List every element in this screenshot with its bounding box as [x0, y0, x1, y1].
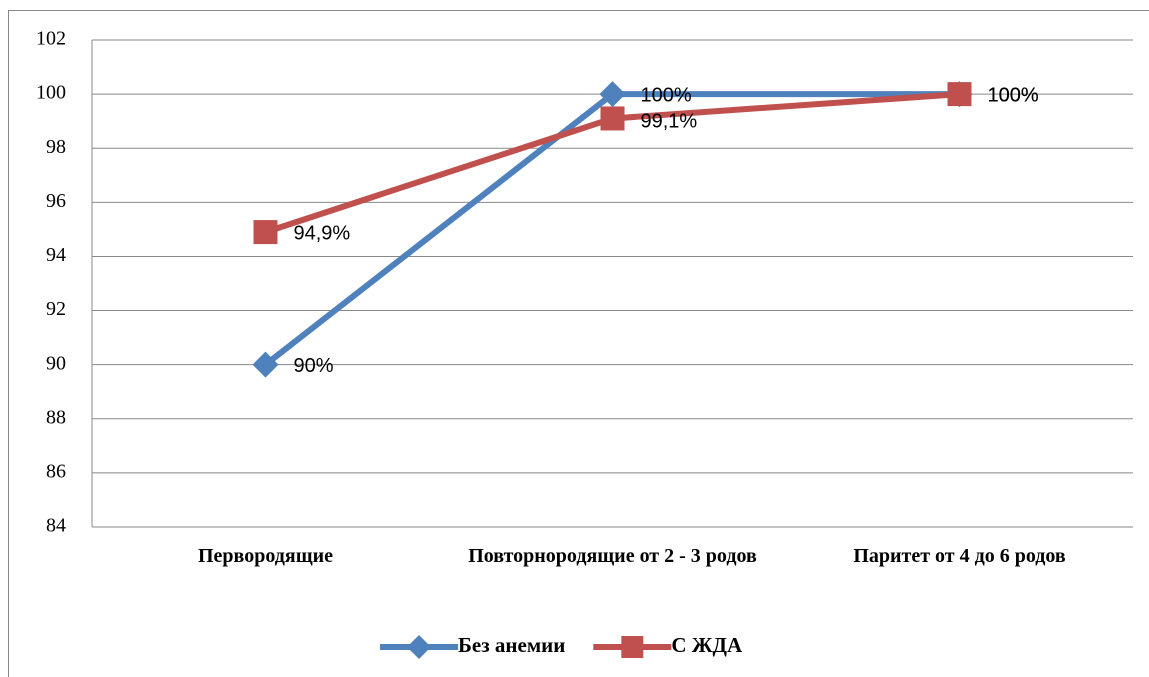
data-label: 100%	[988, 84, 1039, 106]
data-label: 100%	[641, 84, 692, 106]
y-tick-label: 86	[46, 460, 66, 482]
chart-border	[8, 10, 1149, 677]
x-tick-label: Повторнородящие от 2 - 3 родов	[468, 545, 757, 567]
y-tick-label: 100	[36, 82, 66, 104]
marker	[252, 351, 279, 378]
x-tick-label: Паритет от 4 до 6 родов	[853, 545, 1066, 567]
y-tick-label: 102	[36, 28, 66, 50]
data-label: 99,1%	[641, 111, 698, 133]
x-tick-label: Первородящие	[198, 545, 333, 567]
x-tick-line: Первородящие	[198, 545, 333, 567]
y-tick-label: 90	[46, 352, 66, 374]
legend-marker	[407, 635, 431, 659]
x-tick-line: Повторнородящие от 2 - 3 родов	[468, 545, 757, 567]
marker	[253, 220, 278, 245]
data-label: 90%	[294, 355, 334, 377]
y-tick-label: 84	[46, 515, 66, 537]
y-tick-label: 98	[46, 136, 66, 158]
legend-label: С ЖДА	[671, 633, 743, 657]
y-tick-label: 92	[46, 298, 66, 320]
y-tick-label: 94	[46, 244, 66, 266]
data-label: 100%	[988, 84, 1039, 106]
marker	[947, 82, 972, 107]
y-tick-label: 88	[46, 406, 66, 428]
x-tick-line: Паритет от 4 до 6 родов	[853, 545, 1066, 567]
data-label: 94,9%	[294, 222, 351, 244]
legend-label: Без анемии	[458, 633, 565, 657]
y-tick-label: 96	[46, 190, 66, 212]
marker	[600, 106, 625, 131]
marker	[599, 81, 626, 108]
legend-marker	[621, 636, 644, 658]
